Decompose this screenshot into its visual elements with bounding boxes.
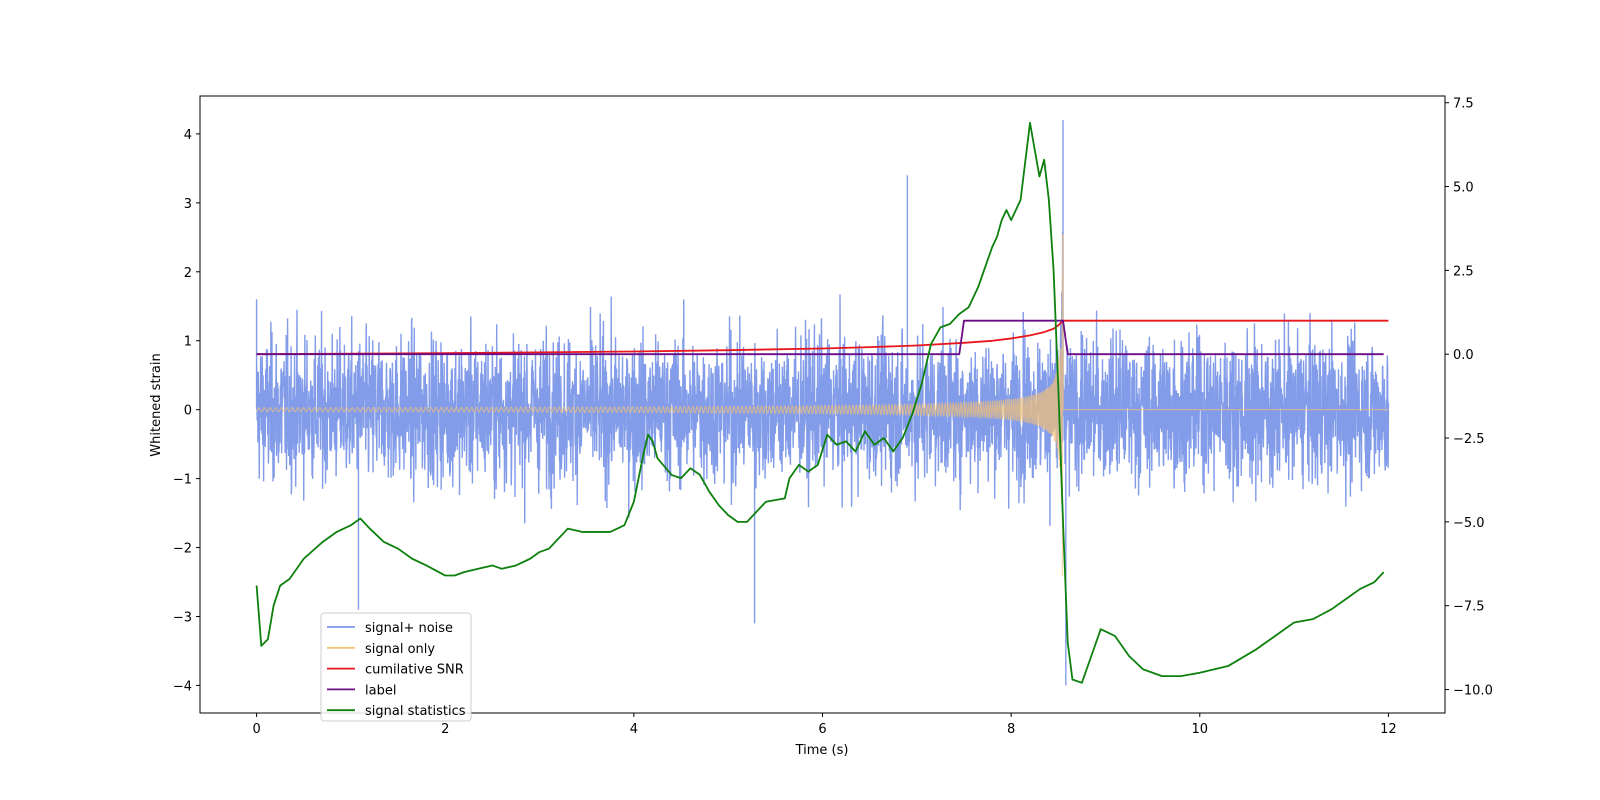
x-tick-label: 2 xyxy=(441,722,449,737)
y-left-tick-label: −1 xyxy=(173,473,192,488)
y-left-tick-label: 2 xyxy=(184,266,192,281)
y-right-tick-label: 0.0 xyxy=(1453,348,1474,363)
x-tick-label: 4 xyxy=(630,722,638,737)
y-right-tick-label: 2.5 xyxy=(1453,264,1474,279)
y-axis-label: Whitened strain xyxy=(149,353,164,456)
legend-label: signal+ noise xyxy=(365,621,453,636)
y-left-tick-label: 1 xyxy=(184,335,192,350)
series-signal-statistics xyxy=(255,121,1385,684)
x-tick-label: 8 xyxy=(1007,722,1015,737)
legend-label: label xyxy=(365,683,396,698)
y-left-tick-label: −3 xyxy=(173,610,192,625)
y-right-tick-label: −7.5 xyxy=(1453,600,1485,615)
y-right-tick-label: −2.5 xyxy=(1453,432,1485,447)
x-tick-label: 6 xyxy=(818,722,826,737)
legend: signal+ noise signal only cumilative SNR la… xyxy=(320,612,472,722)
y-right-tick-label: −10.0 xyxy=(1453,684,1493,699)
y-left-tick-label: −2 xyxy=(173,542,192,557)
x-axis-label: Time (s) xyxy=(795,743,849,758)
y-right-tick-label: −5.0 xyxy=(1453,516,1485,531)
plot-area xyxy=(255,120,1390,686)
legend-label: signal only xyxy=(365,642,435,657)
legend-box xyxy=(320,612,472,722)
x-tick-label: 0 xyxy=(252,722,260,737)
y-left-tick-label: 0 xyxy=(184,404,192,419)
y-left-tick-label: 3 xyxy=(184,197,192,212)
x-tick-label: 12 xyxy=(1380,722,1397,737)
y-right-tick-label: 7.5 xyxy=(1453,97,1474,112)
y-left-tick-label: 4 xyxy=(184,128,192,143)
legend-label: signal statistics xyxy=(365,704,466,719)
y-axis-left: −4 −3 −2 −1 0 1 2 3 4 xyxy=(173,128,200,694)
legend-label: cumilative SNR xyxy=(365,663,464,678)
x-tick-label: 10 xyxy=(1191,722,1208,737)
y-axis-right: −10.0 −7.5 −5.0 −2.5 0.0 2.5 5.0 7.5 xyxy=(1445,97,1493,699)
series-label xyxy=(256,319,1384,356)
y-right-tick-label: 5.0 xyxy=(1453,181,1474,196)
series-signal-only xyxy=(256,233,1389,576)
y-left-tick-label: −4 xyxy=(173,679,192,694)
